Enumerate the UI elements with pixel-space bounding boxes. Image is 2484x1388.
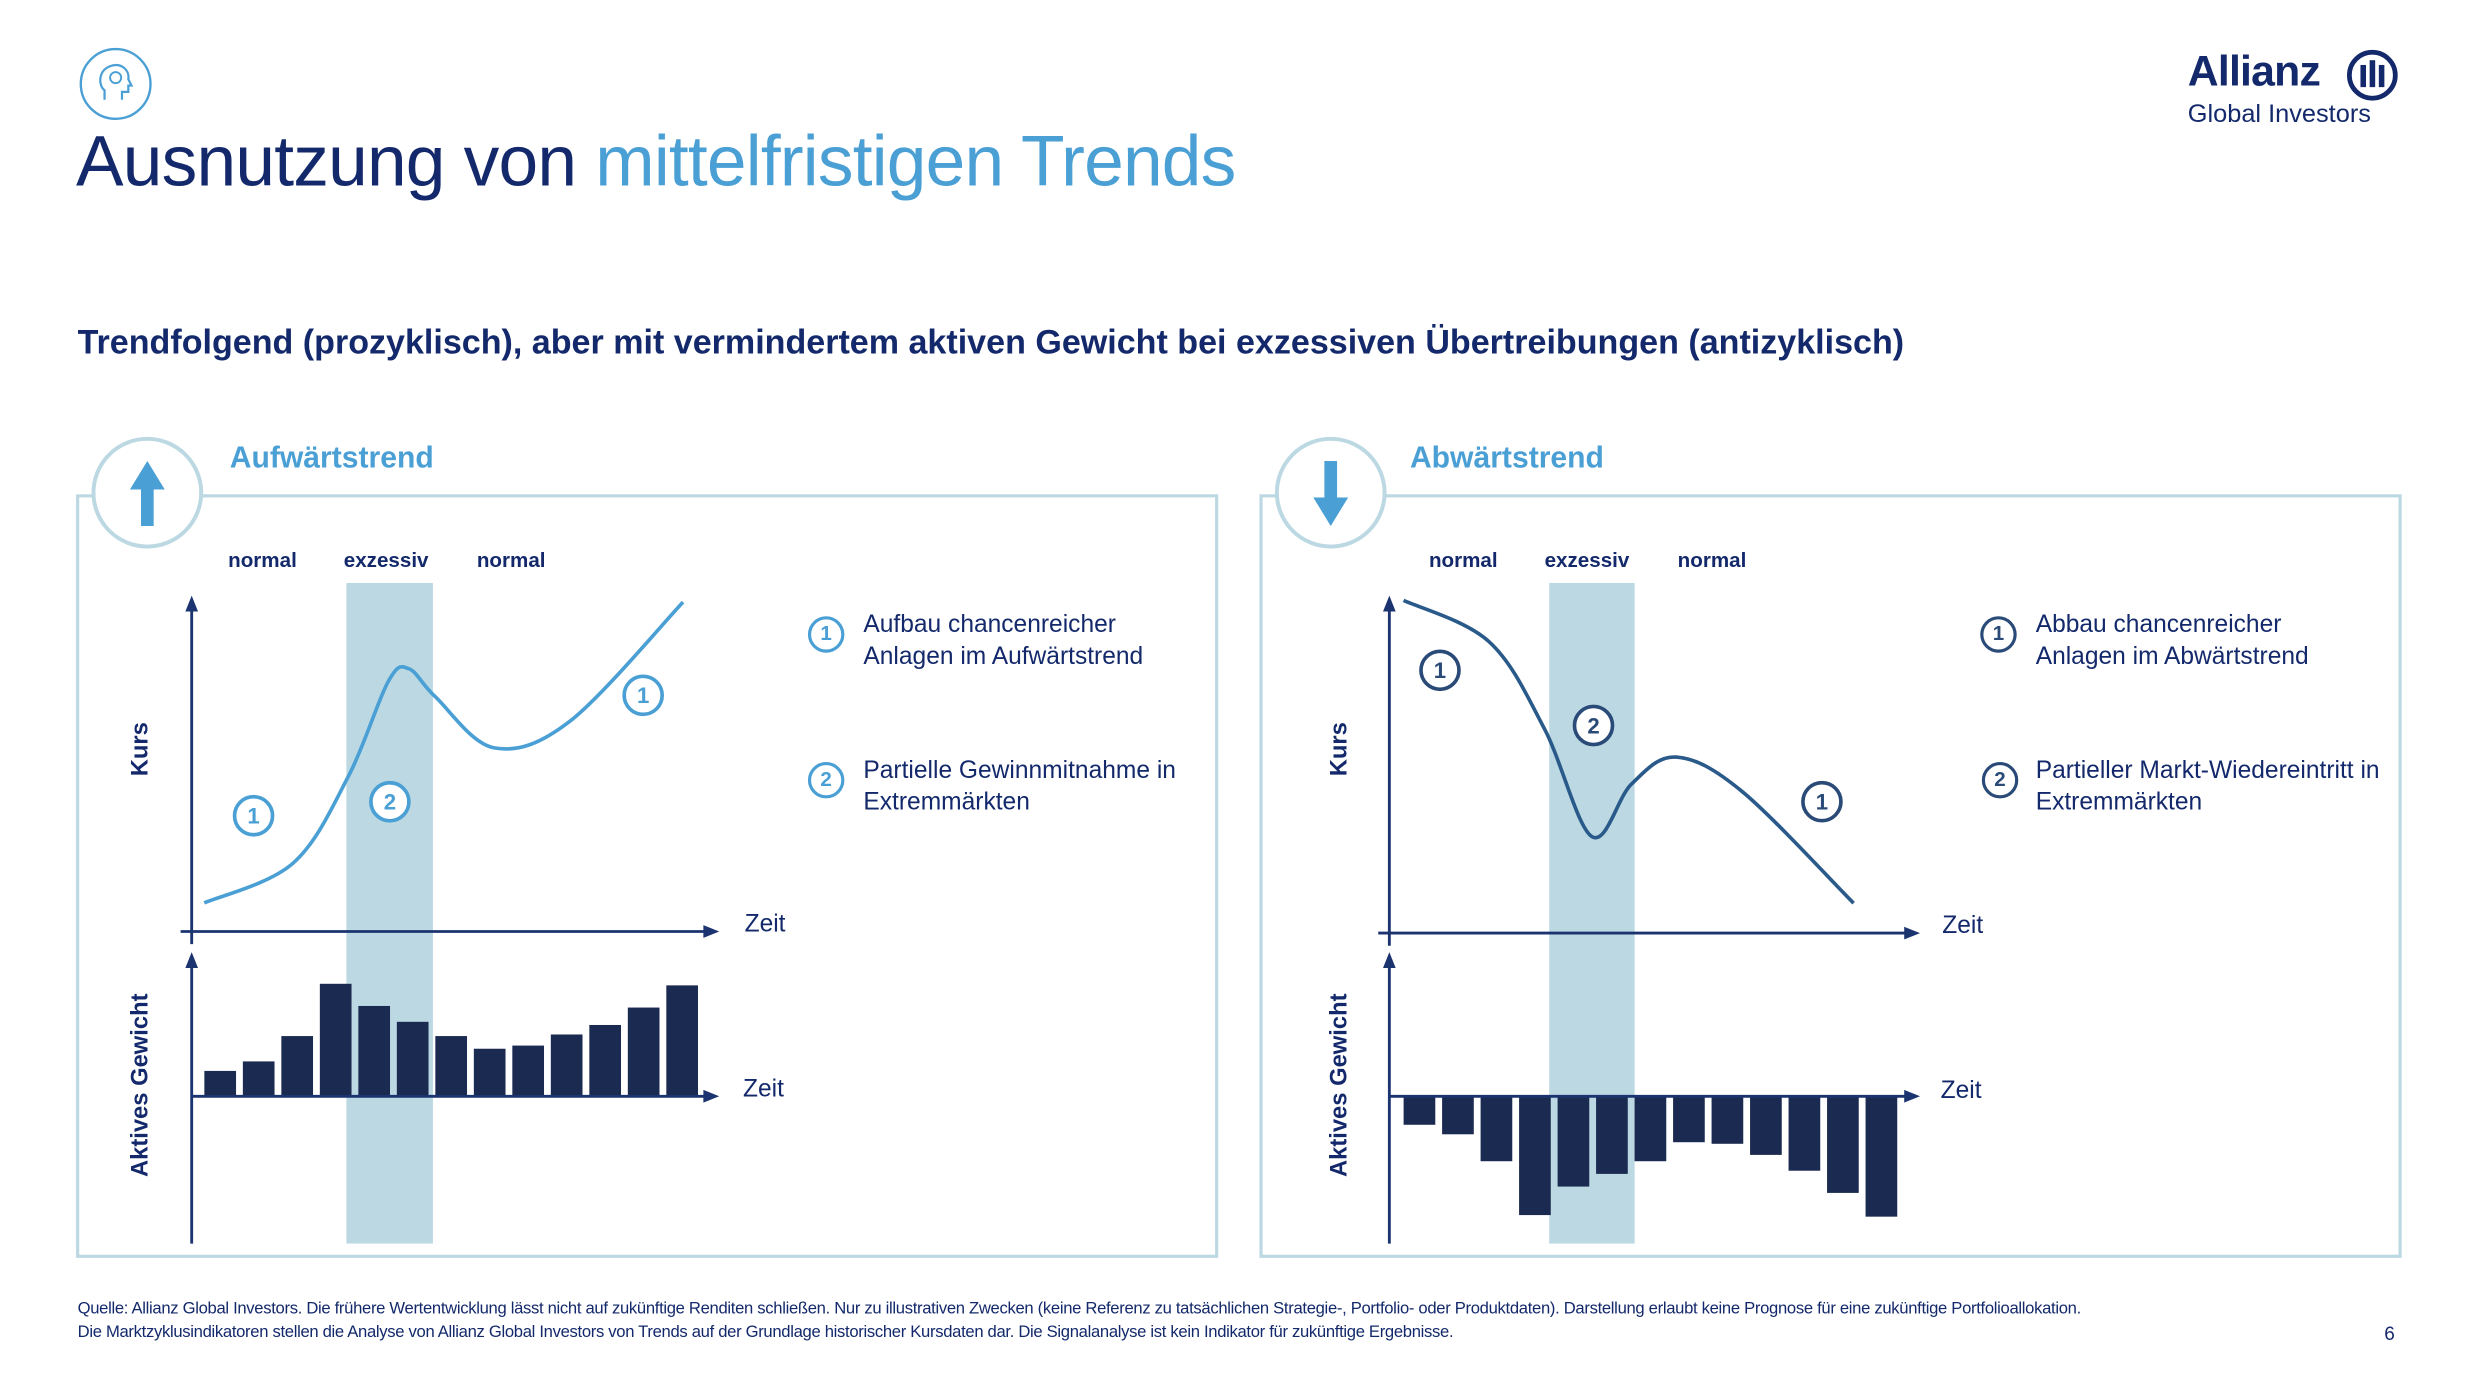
marker-label: 2 xyxy=(384,790,396,815)
y-axis-label: Kurs xyxy=(126,722,154,777)
marker-label: 1 xyxy=(637,683,649,708)
price-curve xyxy=(1402,598,1855,905)
weight-bar xyxy=(627,1007,660,1097)
arrow-up-icon xyxy=(129,461,165,526)
phase-label: normal xyxy=(228,548,297,572)
weight-bar xyxy=(473,1048,506,1097)
marker-label: 1 xyxy=(247,804,259,829)
weight-bar xyxy=(1519,1096,1551,1216)
weight-bar xyxy=(1442,1096,1474,1135)
weight-bar xyxy=(1750,1096,1782,1155)
subtitle: Trendfolgend (prozyklisch), aber mit ver… xyxy=(77,323,1905,362)
x-axis-label: Zeit xyxy=(744,910,786,938)
legend-text: Abbau chancenreicher Anlagen im Abwärtst… xyxy=(2035,611,2309,671)
page-number: 6 xyxy=(2384,1322,2395,1345)
weight-bar xyxy=(1403,1096,1436,1125)
marker-label: 1 xyxy=(1816,790,1828,815)
marker-circle xyxy=(1419,649,1461,692)
phase-label: exzessiv xyxy=(343,548,429,572)
weight-y-axis-arrow xyxy=(1383,952,1396,968)
footer-source: Quelle: Allianz Global Investors. Die fr… xyxy=(77,1299,2082,1319)
panel-abwaertstrend xyxy=(1259,494,2402,1258)
legend-number: 1 xyxy=(807,616,845,653)
brain-head-icon xyxy=(79,47,152,121)
y-axis-label: Aktives Gewicht xyxy=(1325,993,1353,1178)
weight-bar xyxy=(512,1045,545,1097)
weight-bar xyxy=(1557,1096,1590,1187)
x-axis-label: Zeit xyxy=(1940,1077,1982,1105)
phase-label: normal xyxy=(1677,548,1747,572)
allianz-eagle-icon xyxy=(2346,49,2398,101)
weight-bar xyxy=(1865,1096,1898,1217)
weight-bar xyxy=(1711,1096,1744,1144)
legend-text: Aufbau chancenreicher Anlagen im Aufwärt… xyxy=(863,611,1144,671)
weight-bar xyxy=(1480,1096,1513,1162)
weight-bar xyxy=(319,983,352,1097)
logo-subtitle: Global Investors xyxy=(2187,101,2371,129)
weight-bar xyxy=(666,985,698,1097)
panel-title-up: Aufwärtstrend xyxy=(229,441,434,476)
phase-label: exzessiv xyxy=(1544,548,1630,572)
x-axis-label: Zeit xyxy=(1942,912,1984,940)
arrow-down-icon xyxy=(1313,461,1349,526)
phase-label: normal xyxy=(1428,548,1498,572)
marker-circle xyxy=(1572,704,1615,747)
legend-number: 2 xyxy=(807,762,845,799)
phase-marker: 2 xyxy=(369,780,411,823)
phase-marker: 1 xyxy=(1419,649,1461,692)
marker-label: 1 xyxy=(1434,658,1446,683)
phase-marker: 2 xyxy=(1572,704,1615,747)
weight-bar xyxy=(242,1061,275,1097)
marker-circle xyxy=(1801,780,1843,823)
phase-marker: 1 xyxy=(622,674,665,717)
weight-bar xyxy=(1634,1096,1667,1162)
weight-x-axis-arrow xyxy=(703,1089,720,1103)
logo-brand: Allianz xyxy=(2187,47,2321,96)
x-axis-label: Zeit xyxy=(742,1075,784,1103)
weight-bar xyxy=(1788,1096,1821,1171)
legend-text: Partielle Gewinnmitnahme in Extremmärkte… xyxy=(863,757,1176,816)
y-axis-label: Kurs xyxy=(1325,722,1353,777)
footer-disclaimer: Die Marktzyklusindikatoren stellen die A… xyxy=(77,1322,1454,1342)
weight-y-axis-arrow xyxy=(185,952,199,968)
weight-bar xyxy=(204,1070,237,1097)
y-axis-arrow xyxy=(1383,595,1396,612)
x-axis-arrow xyxy=(1904,926,1921,940)
y-axis-label: Aktives Gewicht xyxy=(126,993,154,1178)
weight-bar xyxy=(281,1036,314,1097)
marker-circle xyxy=(232,794,275,837)
weight-bar xyxy=(1827,1096,1859,1193)
marker-circle xyxy=(622,674,665,717)
weight-bar xyxy=(1673,1096,1705,1143)
excessive-band xyxy=(346,582,433,1244)
price-curve xyxy=(203,600,685,905)
weight-bar xyxy=(1596,1096,1628,1174)
legend-number: 1 xyxy=(1980,616,2017,653)
weight-bar xyxy=(435,1036,468,1097)
panel-aufwaertstrend xyxy=(76,494,1219,1258)
phase-marker: 1 xyxy=(232,794,275,837)
x-axis-arrow xyxy=(703,925,720,938)
phase-label: normal xyxy=(476,548,546,572)
weight-bar xyxy=(358,1005,391,1097)
weight-bar xyxy=(589,1024,622,1097)
weight-x-axis-arrow xyxy=(1904,1089,1921,1103)
marker-label: 2 xyxy=(1587,713,1599,738)
allianz-logo: Allianz Global Investors xyxy=(2188,48,2402,137)
legend-number: 2 xyxy=(1981,762,2019,799)
page-title: Ausnutzung von mittelfristigen Trends xyxy=(76,120,1236,202)
weight-bar xyxy=(396,1021,429,1097)
legend-text: Partieller Markt-Wiedereintritt in Extre… xyxy=(2035,757,2380,816)
panel-title-down: Abwärtstrend xyxy=(1409,441,1604,476)
phase-marker: 1 xyxy=(1801,780,1843,823)
y-axis-arrow xyxy=(185,595,199,612)
marker-circle xyxy=(369,780,411,823)
weight-bar xyxy=(550,1034,583,1097)
